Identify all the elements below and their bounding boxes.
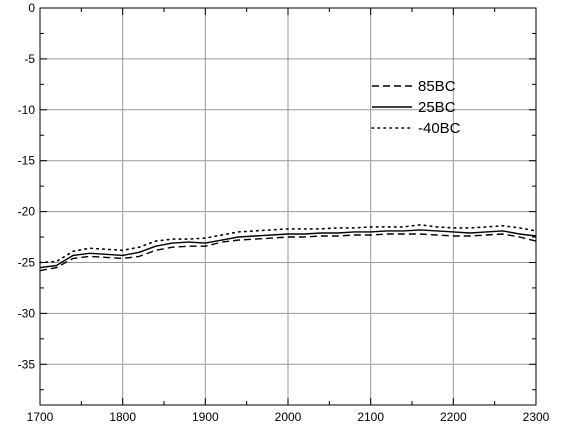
legend-label-0: 85ΒC	[418, 78, 456, 95]
y-tick-label: -5	[24, 52, 35, 66]
x-tick-label: 1700	[27, 410, 54, 424]
y-tick-label: -25	[18, 255, 36, 269]
legend-label-2: -40ΒC	[418, 120, 461, 137]
y-tick-label: -15	[18, 154, 36, 168]
x-tick-label: 2100	[357, 410, 384, 424]
series-lines	[39, 224, 537, 272]
x-tick-label: 2200	[440, 410, 467, 424]
series-line-2	[39, 224, 537, 264]
legend-label-1: 25ΒC	[418, 99, 456, 116]
tick-labels: 1700 1800 1900 2000 2100 2200 2300 0 -5 -10 -15 -20…	[18, 1, 550, 424]
series-line-0	[39, 233, 537, 272]
axis-ticks	[39, 7, 537, 405]
y-tick-label: -35	[18, 357, 36, 371]
x-tick-label: 2300	[523, 410, 550, 424]
y-tick-label: -10	[18, 103, 36, 117]
y-tick-label: -20	[18, 205, 36, 219]
legend: 85ΒC 25ΒC -40ΒC	[371, 78, 461, 137]
grid	[40, 8, 536, 405]
y-tick-label: -30	[18, 306, 36, 320]
x-tick-label: 1900	[192, 410, 219, 424]
x-tick-label: 2000	[275, 410, 302, 424]
x-tick-label: 1800	[109, 410, 136, 424]
series-line-1	[39, 229, 537, 269]
y-tick-label: 0	[28, 1, 35, 15]
